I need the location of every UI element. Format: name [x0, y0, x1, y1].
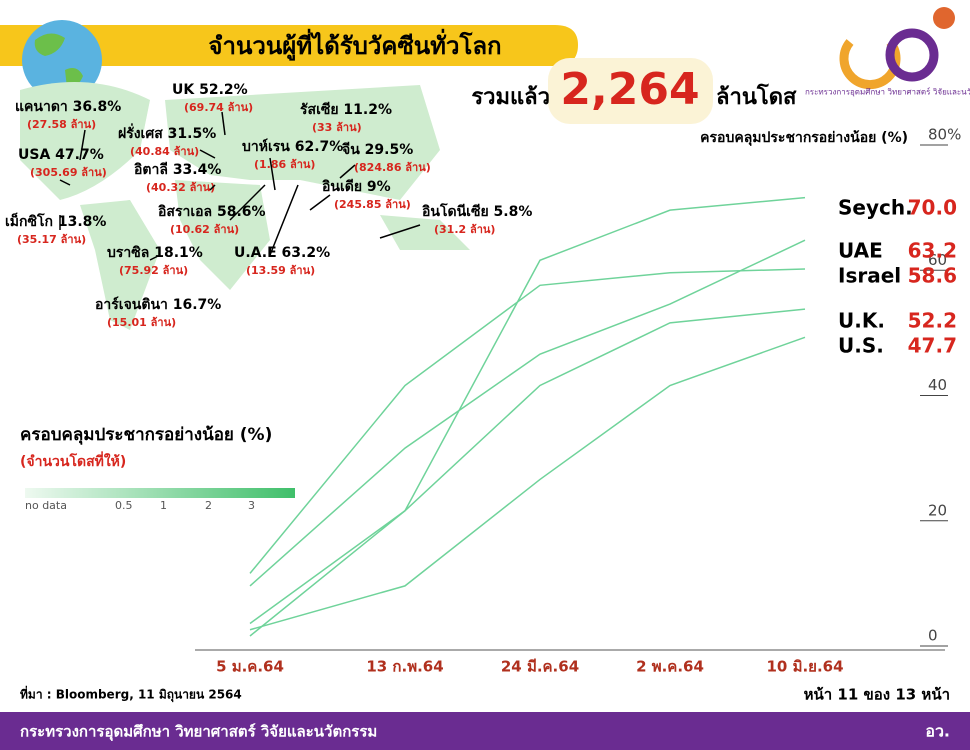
map-label: อาร์เจนตินา 16.7% — [95, 296, 221, 313]
total: 2,264 — [560, 64, 699, 115]
footer-abbr: อว. — [925, 722, 950, 741]
map-color-scale — [25, 488, 295, 498]
map-label: อินโดนีเซีย 5.8% — [421, 202, 532, 220]
map-label: เม็กซิโก 13.8% — [5, 212, 106, 230]
footer-bar — [0, 712, 970, 750]
map-label: บราซิล 18.1% — [107, 245, 203, 261]
logo — [885, 28, 939, 82]
total-unit: ล้านโดส — [716, 83, 797, 110]
logo-badge — [933, 7, 955, 29]
map-label: U.A.E 63.2% — [234, 245, 330, 261]
map-doses: (75.92 ล้าน) — [119, 264, 188, 277]
footer-ministry: กระทรวงการอุดมศึกษา วิทยาศาสตร์ วิจัยและ… — [20, 723, 377, 742]
x-tick-label: 24 มี.ค.64 — [501, 658, 579, 676]
total-bg — [548, 58, 713, 124]
legend-label: UAE — [838, 239, 883, 263]
map-arrow — [309, 194, 331, 211]
y-tick-label: 40 — [928, 376, 947, 394]
value-label: 63.2 — [908, 239, 957, 263]
map-label: UK 52.2% — [172, 82, 248, 98]
map-label: ฝรั่งเศส 31.5% — [118, 123, 216, 142]
series-line — [249, 336, 806, 631]
map-legend-subtitle: (จำนวนโดสที่ให้) — [20, 451, 126, 470]
chart-title: ครอบคลุมประชากรอย่างน้อย (%) — [700, 130, 908, 146]
map-arrow — [339, 164, 356, 179]
map-label: อิตาลี 33.4% — [133, 162, 221, 178]
logo — [839, 39, 901, 90]
value-label: 52.2 — [908, 309, 957, 333]
map-doses: (40.32 ล้าน) — [146, 181, 215, 194]
map-doses: (15.01 ล้าน) — [107, 316, 176, 329]
map-arrow — [149, 254, 161, 261]
map-doses: (13.59 ล้าน) — [246, 264, 315, 277]
page-number: หน้า 11 ของ 13 หน้า — [804, 686, 950, 704]
map-arrow — [59, 179, 71, 186]
x-tick-label: 13 ก.พ.64 — [366, 658, 443, 676]
map-doses: (824.86 ล้าน) — [354, 161, 431, 174]
title: จำนวนผู้ที่ได้รับวัคซีนทั่วโลก — [208, 28, 501, 61]
y-tick-label: 20 — [928, 501, 947, 519]
map-legend-label: 2 — [205, 499, 212, 512]
map-label: จีน 29.5% — [341, 142, 413, 158]
map-doses: (10.62 ล้าน) — [170, 223, 239, 236]
map-arrow — [379, 224, 421, 239]
value-label: 58.6 — [908, 264, 957, 288]
map-doses: (31.2 ล้าน) — [434, 223, 495, 236]
map-arrow — [269, 157, 276, 191]
map-doses: (1.86 ล้าน) — [254, 158, 315, 171]
map-doses: (35.17 ล้าน) — [17, 233, 86, 246]
series-line — [249, 308, 806, 625]
title-band — [0, 25, 578, 66]
map-doses: (305.69 ล้าน) — [30, 166, 107, 179]
map-legend-label: 3 — [248, 499, 255, 512]
map-label: แคนาดา 36.8% — [15, 99, 121, 115]
series-line — [249, 196, 806, 637]
globe-land — [34, 33, 83, 89]
source: ที่มา : Bloomberg, 11 มิถุนายน 2564 — [20, 686, 242, 703]
logo-text: กระทรวงการอุดมศึกษา วิทยาศาสตร์ วิจัยและ… — [805, 87, 970, 97]
legend-label: Seych. — [838, 196, 913, 220]
map-arrow — [79, 129, 86, 161]
map-label: รัสเซีย 11.2% — [300, 102, 392, 118]
map-doses: (33 ล้าน) — [312, 121, 362, 134]
value-label: 70.0 — [908, 196, 957, 220]
map-legend-label: 1 — [160, 499, 167, 512]
map-doses: (245.85 ล้าน) — [334, 198, 411, 211]
legend-label: U.S. — [838, 334, 884, 358]
y-tick-label: 60 — [928, 251, 947, 269]
map-legend-title: ครอบคลุมประชากรอย่างน้อย (%) — [20, 425, 272, 445]
map-label: อินเดีย 9% — [321, 179, 390, 195]
map-arrow — [221, 111, 226, 136]
world-map — [20, 82, 470, 330]
legend-label: U.K. — [838, 309, 885, 333]
map-label: อิสราเอล 58.6% — [157, 204, 265, 220]
value-label: 47.7 — [908, 334, 957, 358]
map-doses: (40.84 ล้าน) — [130, 145, 199, 158]
map-doses: (69.74 ล้าน) — [184, 101, 253, 114]
legend-label: Israel — [838, 264, 901, 288]
map-legend-label: no data — [25, 499, 67, 512]
map-arrow — [229, 184, 266, 221]
y-tick-label: 80% — [928, 126, 961, 144]
x-tick-label: 10 มิ.ย.64 — [766, 658, 843, 676]
x-tick-label: 2 พ.ค.64 — [636, 658, 704, 676]
series-line — [249, 239, 806, 587]
map-doses: (27.58 ล้าน) — [27, 118, 96, 131]
map-legend-label: 0.5 — [115, 499, 133, 512]
map-arrow — [269, 184, 299, 256]
series-line — [249, 268, 806, 574]
map-arrow — [199, 149, 216, 159]
y-tick-label: 0 — [928, 627, 938, 645]
total-prefix: รวมแล้ว — [471, 85, 550, 110]
x-tick-label: 5 ม.ค.64 — [216, 658, 284, 676]
map-label: USA 47.7% — [18, 147, 104, 163]
map-arrow — [209, 184, 216, 191]
map-label: บาห์เรน 62.7% — [242, 138, 343, 155]
